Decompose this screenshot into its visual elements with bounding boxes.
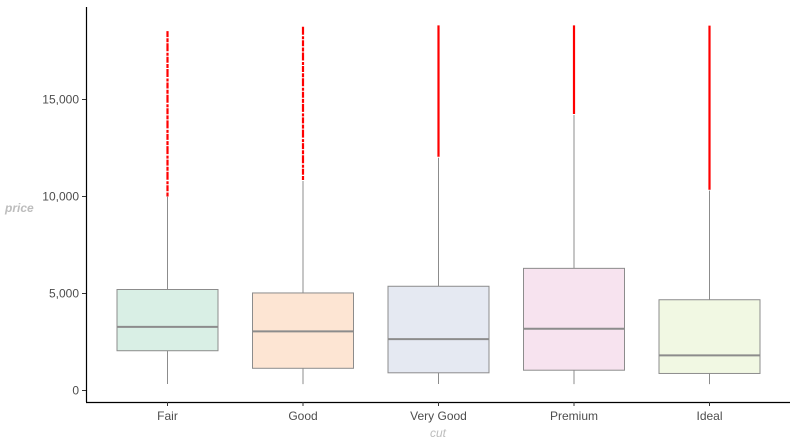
box-iqr xyxy=(387,285,490,374)
y-tick-label: 0 xyxy=(72,384,79,398)
boxes-layer xyxy=(116,25,761,385)
y-tick-label: 15,000 xyxy=(42,93,79,107)
y-ticks: 0 5,000 10,000 15,000 xyxy=(42,93,86,398)
y-tick-label: 10,000 xyxy=(42,190,79,204)
y-axis-title: price xyxy=(4,201,34,215)
y-tick-label: 5,000 xyxy=(49,287,79,301)
x-tick-label: Good xyxy=(288,409,317,423)
x-axis-title: cut xyxy=(430,426,447,440)
x-tick-label: Very Good xyxy=(410,409,467,423)
box-ideal xyxy=(658,25,761,385)
axes-layer: 0 5,000 10,000 15,000 Fair Good Very Good Prem… xyxy=(4,7,790,440)
box-iqr xyxy=(523,267,625,371)
box-very-good xyxy=(387,25,490,384)
box-iqr xyxy=(116,289,219,352)
x-ticks: Fair Good Very Good Premium Ideal xyxy=(157,402,723,423)
box-premium xyxy=(523,25,625,385)
box-good xyxy=(252,26,354,385)
box-fair xyxy=(116,30,219,384)
box-iqr xyxy=(658,299,761,374)
x-tick-label: Ideal xyxy=(696,409,722,423)
x-tick-label: Fair xyxy=(157,409,178,423)
x-tick-label: Premium xyxy=(550,409,598,423)
